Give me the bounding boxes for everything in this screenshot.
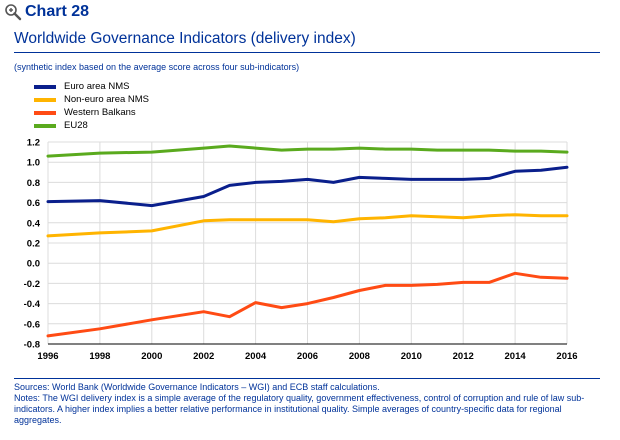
magnifier-icon[interactable]	[4, 3, 22, 21]
y-tick-label: 1.2	[27, 138, 40, 149]
series-line-eu28	[46, 144, 569, 158]
legend-swatch	[34, 84, 56, 89]
chart-header: Chart 28	[4, 2, 89, 22]
y-tick-label: 1.0	[27, 158, 40, 169]
x-tick-label: 1998	[89, 351, 110, 362]
x-tick-label: 2000	[141, 351, 162, 362]
series-line-western-balkans	[46, 271, 569, 338]
footer-divider	[14, 378, 600, 379]
x-tick-label: 2002	[193, 351, 214, 362]
legend-item-euro-area-nms: Euro area NMS	[34, 80, 149, 93]
y-tick-label: 0.8	[27, 178, 40, 189]
legend-swatch	[34, 123, 56, 128]
y-tick-label: 0.0	[27, 259, 40, 270]
title-divider	[14, 52, 600, 53]
chart-subtitle: (synthetic index based on the average sc…	[14, 62, 300, 72]
footnotes: Sources: World Bank (Worldwide Governanc…	[14, 382, 610, 426]
chart-number: Chart 28	[25, 3, 90, 20]
legend-label: Euro area NMS	[64, 81, 130, 92]
x-tick-label: 2014	[505, 351, 527, 362]
legend-label: Western Balkans	[64, 107, 136, 118]
legend-item-western-balkans: Western Balkans	[34, 106, 149, 119]
sources-note: Sources: World Bank (Worldwide Governanc…	[14, 382, 380, 392]
legend-item-non-euro-area-nms: Non-euro area NMS	[34, 93, 149, 106]
series-line-non-euro-area-nms	[46, 213, 569, 238]
series-lines	[46, 144, 569, 338]
x-tick-label: 2010	[401, 351, 422, 362]
chart-legend: Euro area NMS Non-euro area NMS Western …	[34, 80, 149, 132]
line-chart: 1.2 1.0 0.8 0.6 0.4 0.2 0.0 -0.2 -0.4 -0.6 -0.8 19…	[24, 138, 578, 363]
y-tick-label: 0.2	[27, 239, 40, 250]
x-tick-label: 2004	[245, 351, 267, 362]
x-tick-label: 2008	[349, 351, 370, 362]
y-tick-label: -0.4	[24, 299, 41, 310]
notes-text: Notes: The WGI delivery index is a simpl…	[14, 393, 585, 425]
x-tick-label: 2012	[453, 351, 474, 362]
legend-swatch	[34, 110, 56, 115]
legend-label: EU28	[64, 120, 88, 131]
legend-item-eu28: EU28	[34, 119, 149, 132]
y-tick-label: 0.6	[27, 198, 40, 209]
y-tick-label: -0.8	[24, 340, 40, 351]
series-line-euro-area-nms	[46, 165, 569, 208]
x-tick-label: 2006	[297, 351, 318, 362]
chart-title: Worldwide Governance Indicators (deliver…	[14, 30, 356, 47]
legend-swatch	[34, 97, 56, 102]
x-tick-labels: 1996 1998 2000 2002 2004 2006 2008 2010 2012 2014…	[37, 351, 577, 362]
x-tick-label: 2016	[556, 351, 577, 362]
legend-label: Non-euro area NMS	[64, 94, 150, 105]
y-tick-labels: 1.2 1.0 0.8 0.6 0.4 0.2 0.0 -0.2 -0.4 -0.6 -0.8	[24, 138, 41, 351]
grid-lines	[47, 141, 568, 345]
y-tick-label: 0.4	[27, 218, 41, 229]
y-tick-label: -0.2	[24, 279, 40, 290]
x-tick-label: 1996	[37, 351, 58, 362]
y-tick-label: -0.6	[24, 319, 40, 330]
